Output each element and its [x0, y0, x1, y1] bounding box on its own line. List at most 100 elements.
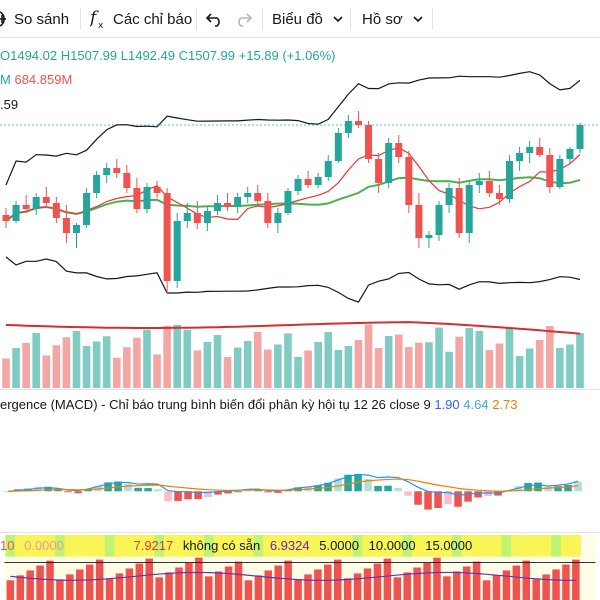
bottom-bar	[195, 557, 203, 600]
toolbar-divider	[432, 8, 433, 30]
macd-histogram-bar	[224, 491, 232, 494]
bottom-bar	[462, 566, 471, 600]
volume-bar	[334, 350, 343, 388]
volume-bar	[173, 325, 181, 388]
bottom-bar	[552, 569, 560, 600]
candle-body	[546, 155, 554, 187]
macd-histogram-bar	[4, 491, 12, 493]
candle-body	[72, 225, 80, 233]
toolbar-divider	[80, 8, 81, 30]
chevron-down-icon	[333, 15, 343, 23]
signal-zone-cell	[64, 534, 75, 557]
candle-body	[556, 159, 564, 187]
candle-body	[405, 157, 413, 205]
volume-bar	[545, 326, 554, 388]
price-chart[interactable]	[0, 38, 600, 388]
candle-body	[264, 201, 272, 223]
volume-bar	[344, 346, 353, 388]
redo-button[interactable]	[234, 0, 252, 38]
signal-zone-cell	[561, 534, 571, 557]
candle-body	[495, 193, 503, 199]
signal-zone-cell	[144, 534, 155, 557]
macd-histogram-bar	[334, 478, 342, 492]
bottom-bar	[165, 572, 173, 600]
bottom-indicator-pane[interactable]	[0, 532, 600, 600]
bottom-label-6: 10.0000	[368, 538, 416, 553]
bottom-bar	[542, 574, 550, 600]
volume-bar	[92, 341, 101, 388]
bottom-bar	[343, 578, 352, 600]
ma-red-line	[5, 147, 581, 222]
macd-pane[interactable]	[0, 389, 600, 531]
bottom-bar	[125, 568, 134, 600]
bottom-label-0: 10	[0, 538, 15, 553]
compare-button[interactable]: So sánh	[0, 0, 69, 38]
candle-body	[52, 203, 60, 218]
bottom-bar	[443, 576, 451, 600]
macd-histogram-bar	[74, 491, 82, 494]
signal-zone-cell	[45, 534, 55, 557]
macd-histogram-bar	[214, 491, 222, 495]
profile-button[interactable]: Hồ sơ	[362, 0, 423, 38]
bottom-bar	[393, 577, 402, 600]
volume-bar	[153, 354, 161, 388]
bottom-bar	[105, 578, 114, 600]
volume-bar	[213, 335, 222, 388]
volume-bar	[354, 340, 363, 388]
macd-histogram-bar	[564, 484, 572, 492]
candle-body	[224, 203, 232, 207]
ohlc-legend: O1494.02 H1507.99 L1492.49 C1507.99 +15.…	[0, 48, 335, 63]
candle-body	[536, 147, 544, 155]
macd-histogram-bar	[44, 486, 52, 492]
candle-body	[203, 211, 211, 223]
volume-bar	[485, 350, 494, 388]
signal-zone-cell	[392, 534, 403, 557]
macd-histogram-bar	[574, 481, 582, 492]
toolbar-divider	[350, 8, 351, 30]
candle-body	[143, 187, 151, 209]
signal-zone-cell	[134, 534, 145, 557]
signal-zone-cell	[322, 534, 333, 557]
signal-zone-cell	[372, 534, 383, 557]
volume-value: 684.859M	[14, 72, 73, 87]
bb-legend: .59	[0, 97, 18, 112]
signal-zone-cell	[551, 534, 561, 557]
volume-bar	[495, 343, 504, 388]
signal-zone-cell	[283, 534, 294, 557]
bottom-bar	[254, 575, 263, 600]
volume-bar	[435, 327, 443, 388]
bottom-bar	[66, 574, 74, 600]
macd-histogram-bar	[144, 488, 152, 492]
volume-bar	[405, 347, 413, 388]
bottom-label-2: 7.9217	[133, 538, 174, 553]
bottom-bar	[85, 564, 94, 600]
bottom-legend: 10 0.0000 7.9217 không có sẵn 6.9324 5.0…	[0, 538, 478, 553]
volume-bar	[32, 333, 41, 388]
bottom-bar	[363, 568, 372, 600]
signal-zone-cell	[293, 534, 303, 557]
chart-type-button[interactable]: Biểu đồ	[272, 0, 343, 38]
signal-zone-cell	[303, 534, 313, 557]
candle-body	[93, 175, 101, 193]
volume-bar	[455, 336, 463, 388]
macd-histogram-bar	[524, 483, 532, 492]
volume-bar	[112, 357, 121, 388]
candle-body	[365, 125, 373, 159]
volume-bar	[143, 329, 151, 388]
candle-body	[83, 193, 91, 225]
undo-button[interactable]	[206, 0, 224, 38]
signal-zone-cell	[243, 534, 254, 557]
bottom-label-7: 15.0000	[425, 538, 473, 553]
bottom-bar	[76, 569, 84, 600]
bottom-bar	[274, 565, 282, 600]
volume-bar	[556, 348, 564, 388]
macd-histogram-bar	[274, 491, 282, 493]
signal-zone-cell	[312, 534, 323, 557]
bottom-bar	[214, 571, 223, 600]
candle-body	[485, 181, 493, 193]
macd-value-2: 4.64	[463, 397, 489, 412]
bottom-bar	[304, 574, 312, 600]
signal-zone-cell	[263, 534, 274, 557]
